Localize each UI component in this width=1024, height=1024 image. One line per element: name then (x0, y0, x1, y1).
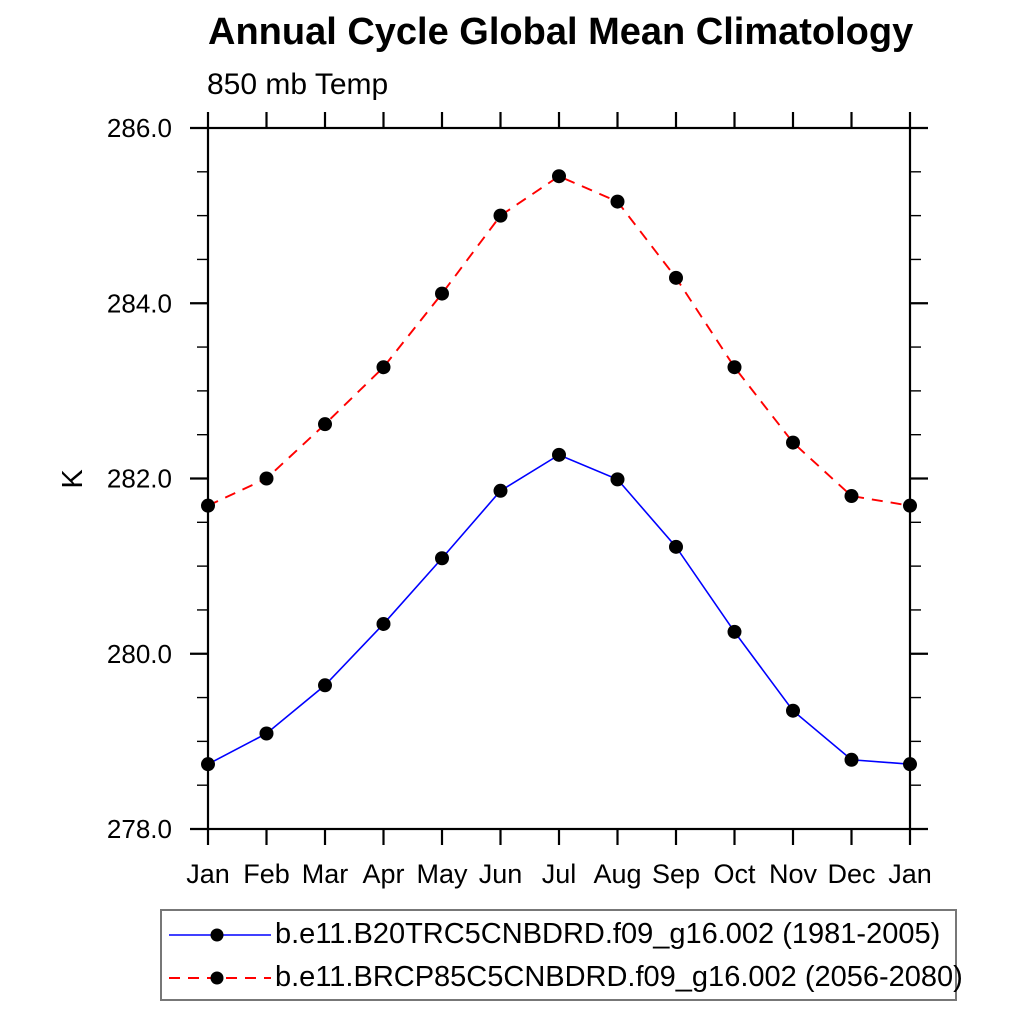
y-tick-label: 284.0 (107, 288, 172, 318)
x-ticks (206, 112, 912, 845)
x-tick-label: Aug (593, 859, 641, 889)
x-tick-label: Jun (479, 859, 523, 889)
legend-box: b.e11.B20TRC5CNBDRD.f09_g16.002 (1981-20… (160, 909, 963, 1001)
legend-row-historical: b.e11.B20TRC5CNBDRD.f09_g16.002 (1981-20… (162, 913, 955, 956)
y-tick-label: 286.0 (107, 113, 172, 143)
y-tick-label: 282.0 (107, 464, 172, 494)
y-major-ticks (190, 126, 928, 831)
plot-frame (206, 126, 912, 831)
data-point-marker (727, 624, 742, 639)
legend-label-rcp85: b.e11.BRCP85C5CNBDRD.f09_g16.002 (2056-2… (275, 961, 963, 993)
x-tick-label: Apr (362, 859, 404, 889)
x-tick-label: Dec (827, 859, 875, 889)
chart-subtitle: 850 mb Temp (207, 68, 389, 101)
data-point-marker (727, 360, 742, 375)
y-tick-label: 278.0 (107, 814, 172, 844)
data-point-marker (610, 472, 625, 487)
x-tick-label: Oct (713, 859, 756, 889)
y-minor-ticks (197, 171, 921, 786)
data-point-marker (201, 498, 215, 513)
x-tick-label: Jan (888, 859, 932, 889)
data-point-marker (844, 489, 859, 504)
data-point-marker (259, 471, 274, 486)
legend-line-sample-dashed (169, 971, 271, 984)
data-point-marker (669, 270, 683, 285)
data-point-marker (903, 498, 917, 513)
data-point-marker (786, 435, 800, 450)
x-tick-label: Sep (652, 859, 700, 889)
legend-row-rcp85: b.e11.BRCP85C5CNBDRD.f09_g16.002 (2056-2… (162, 956, 963, 999)
x-tick-label: Mar (302, 859, 349, 889)
legend-label-historical: b.e11.B20TRC5CNBDRD.f09_g16.002 (1981-20… (275, 918, 941, 950)
data-point-marker (786, 703, 800, 718)
data-point-marker (376, 360, 391, 375)
x-tick-label: Jul (542, 859, 577, 889)
legend-marker-dot (210, 928, 224, 941)
data-point-marker (201, 757, 215, 772)
data-point-marker (903, 757, 917, 772)
data-point-marker (376, 616, 391, 631)
x-tick-label: Jan (186, 859, 230, 889)
data-point-marker (552, 447, 566, 462)
data-point-marker (259, 726, 274, 741)
chart-title: Annual Cycle Global Mean Climatology (208, 11, 914, 53)
data-point-marker (552, 169, 566, 184)
y-tick-label: 280.0 (107, 639, 172, 669)
legend-marker-dot (210, 971, 224, 984)
x-tick-label: Nov (769, 859, 818, 889)
data-point-marker (318, 417, 332, 432)
x-tick-labels: Jan Feb Mar Apr May Jun Jul Aug Sep Oct Nov Dec Jan (186, 859, 932, 889)
data-point-marker (435, 551, 449, 566)
data-point-marker (610, 194, 625, 209)
series-markers-0 (201, 447, 917, 772)
legend-line-sample-solid (169, 928, 271, 941)
y-tick-labels: 278.0 280.0 282.0 284.0 286.0 (107, 113, 172, 844)
series-line-0 (207, 453, 911, 765)
x-tick-label: Feb (243, 859, 290, 889)
data-point-marker (435, 286, 449, 301)
data-point-marker (844, 752, 859, 767)
data-point-marker (493, 208, 508, 223)
data-point-marker (493, 483, 508, 498)
x-tick-label: May (416, 859, 468, 889)
data-point-marker (318, 678, 332, 693)
data-point-marker (669, 539, 683, 554)
series-markers-1 (201, 169, 917, 513)
